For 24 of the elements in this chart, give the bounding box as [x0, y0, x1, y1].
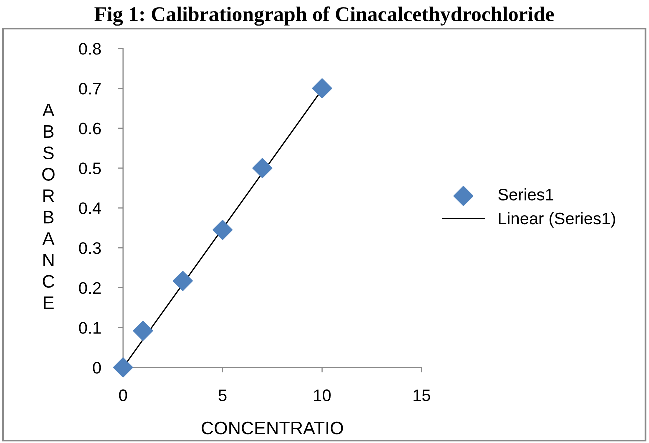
point	[113, 358, 134, 378]
x-tick-label: 15	[414, 390, 430, 402]
y-tick-label: 0.2	[79, 282, 101, 294]
x-axis-title: CONCENTRATIO	[202, 422, 344, 435]
y-tick-label: 0.3	[79, 242, 102, 254]
y-tick-label: 0	[93, 362, 102, 374]
y-tick-label: 0.6	[79, 122, 102, 135]
legend-label: Linear (Series1)	[499, 212, 616, 228]
x-tick-label: 10	[314, 390, 331, 402]
y-tick-label: 0.4	[79, 202, 102, 214]
x-tick-label: 0	[119, 390, 128, 402]
y-tick-label: 0.7	[79, 83, 101, 95]
chart-title: Fig 1: Calibrationgraph of Cinacalcethydrochloride	[94, 6, 554, 26]
point	[173, 271, 194, 292]
point	[133, 321, 154, 342]
legend-label: Series1	[498, 188, 554, 201]
y-tick-label: 0.8	[79, 43, 102, 55]
text: ABSORBANCE	[42, 104, 55, 310]
point	[312, 78, 332, 99]
y-tick-label: 0.1	[79, 322, 101, 334]
point	[252, 158, 273, 178]
y-tick-label: 0.5	[79, 162, 102, 175]
point	[212, 220, 233, 240]
x-tick-label: 5	[218, 390, 227, 402]
